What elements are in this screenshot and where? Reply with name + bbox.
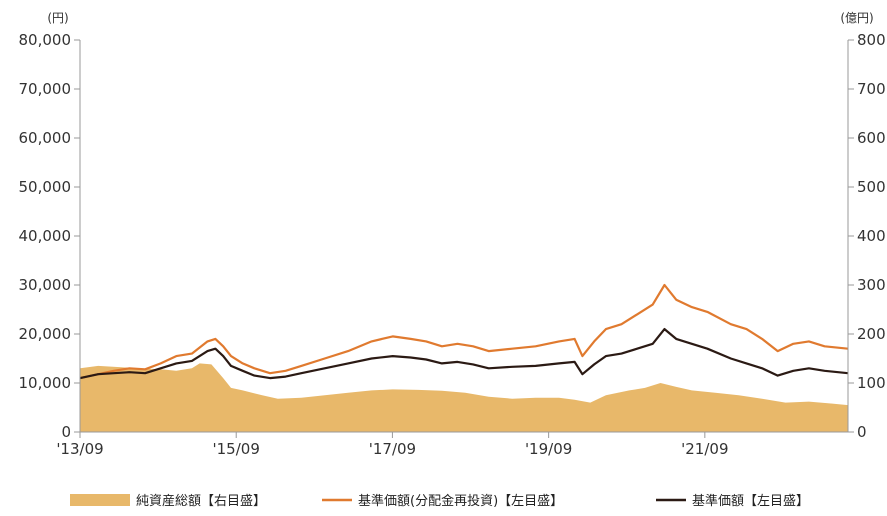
axes-layer: 80,000 70,000 60,000 50,000 40,000 30,000 20,0… (19, 11, 886, 458)
y-left-tick-label: 80,000 (19, 31, 72, 49)
y-right-tick-label: 300 (857, 276, 886, 294)
y-left-tick-label: 20,000 (19, 325, 72, 343)
y-right-tick-label: 0 (857, 423, 867, 441)
y-left-tick-label: 30,000 (19, 276, 72, 294)
x-tick-label: '13/09 (56, 440, 103, 458)
y-right-tick-label: 100 (857, 374, 886, 392)
legend-label-1: 基準価額(分配金再投資)【左目盛】 (358, 493, 563, 509)
y-left-tick-label: 40,000 (19, 227, 72, 245)
y-right-tick-label: 600 (857, 129, 886, 147)
legend-swatch-net-assets (70, 494, 130, 506)
y-right-tick-label: 400 (857, 227, 886, 245)
series-area-net-assets (80, 363, 848, 432)
legend-label-2: 基準価額【左目盛】 (692, 493, 809, 509)
series-line-1 (79, 283, 849, 380)
y-left-tick-label: 50,000 (19, 178, 72, 196)
y-left-tick-label: 10,000 (19, 374, 72, 392)
y-right-unit-label: (億円) (840, 11, 873, 25)
y-right-tick-label: 500 (857, 178, 886, 196)
y-right-tick-label: 200 (857, 325, 886, 343)
y-left-tick-label: 70,000 (19, 80, 72, 98)
y-left-tick-label: 60,000 (19, 129, 72, 147)
x-tick-label: '19/09 (525, 440, 572, 458)
x-tick-label: '15/09 (213, 440, 260, 458)
area-layer (80, 363, 848, 432)
x-tick-label: '17/09 (369, 440, 416, 458)
y-right-tick-label: 700 (857, 80, 886, 98)
legend-label-0: 純資産総額【右目盛】 (136, 493, 266, 509)
y-right-tick-label: 800 (857, 31, 886, 49)
y-left-unit-label: (円) (47, 11, 68, 25)
y-left-tick-label: 0 (61, 423, 71, 441)
series-line-2 (79, 328, 849, 380)
legend: 純資産総額【右目盛】 基準価額(分配金再投資)【左目盛】 基準価額【左目盛】 (70, 493, 809, 509)
lines-layer (79, 283, 849, 380)
x-tick-label: '21/09 (681, 440, 728, 458)
